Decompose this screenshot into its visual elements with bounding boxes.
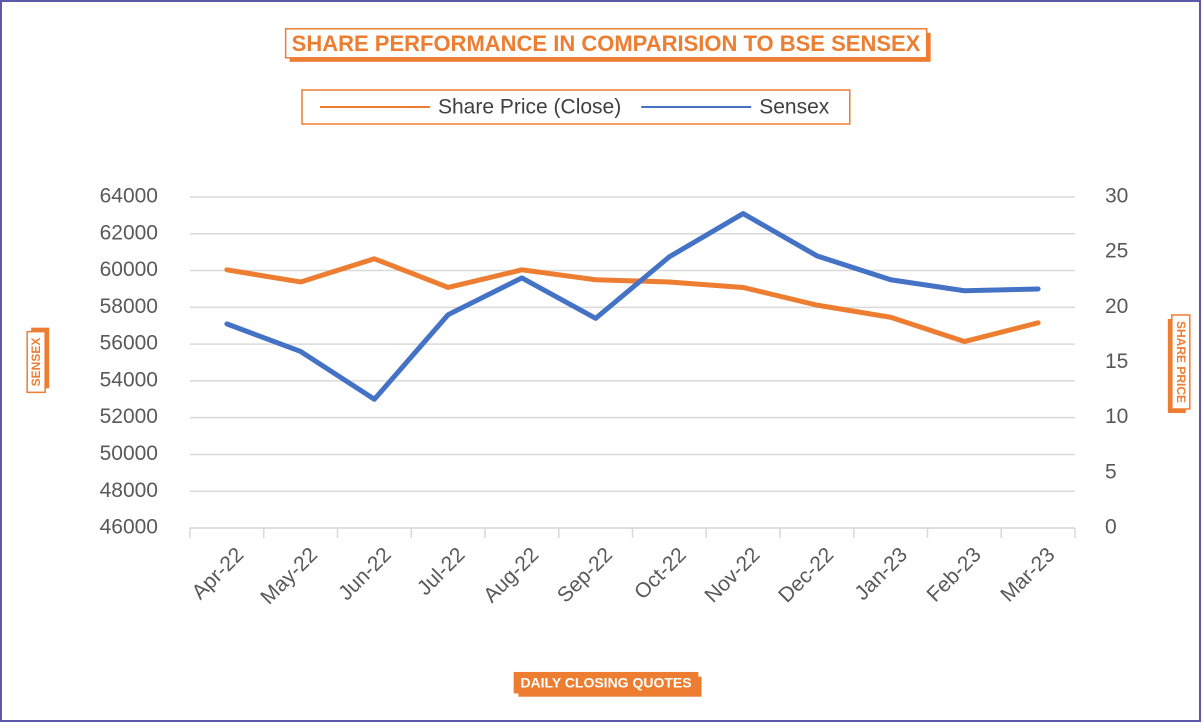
y2-tick-label: 5 <box>1105 460 1117 483</box>
y-tick-label: 64000 <box>100 185 158 208</box>
series-line <box>224 256 1041 345</box>
y2-axis-title: SHARE PRICE <box>1174 321 1188 403</box>
y-tick-label: 54000 <box>100 368 158 391</box>
y-axis-title-box <box>26 330 46 394</box>
legend-label: Share Price (Close) <box>438 96 621 119</box>
y-tick-label: 58000 <box>100 295 158 318</box>
y2-tick-label: 20 <box>1105 295 1128 318</box>
y-axis-title: SENSEX <box>29 338 43 387</box>
y2-tick-label: 15 <box>1105 350 1128 373</box>
chart-title-group: SHARE PERFORMANCE IN COMPARISION TO BSE … <box>284 28 931 62</box>
y-tick-label: 46000 <box>100 516 158 539</box>
y2-tick-label: 30 <box>1105 185 1128 208</box>
x-axis-title: DAILY CLOSING QUOTES <box>520 675 691 691</box>
y-tick-label: 48000 <box>100 479 158 502</box>
x-axis-title-box <box>513 671 699 694</box>
y2-tick-label: 25 <box>1105 240 1128 263</box>
chart-title: SHARE PERFORMANCE IN COMPARISION TO BSE … <box>292 31 921 56</box>
y-tick-label: 50000 <box>100 442 158 465</box>
y-axis-title-group: SENSEX <box>26 327 50 394</box>
y-tick-label: 52000 <box>100 405 158 428</box>
y-tick-label: 56000 <box>100 332 158 355</box>
y-tick-label: 62000 <box>100 221 158 244</box>
y2-axis-title-box <box>1171 314 1191 410</box>
y2-axis-title-group: SHARE PRICE <box>1167 314 1191 414</box>
legend-label: Sensex <box>759 96 830 119</box>
y2-tick-label: 0 <box>1105 516 1117 539</box>
legend: Share Price (Close) Sensex <box>301 89 851 125</box>
y-tick-label: 60000 <box>100 258 158 281</box>
x-axis-title-group: DAILY CLOSING QUOTES <box>513 671 702 697</box>
chart-title-box <box>284 28 928 59</box>
series-line <box>224 211 1041 402</box>
y2-tick-label: 10 <box>1105 405 1128 428</box>
